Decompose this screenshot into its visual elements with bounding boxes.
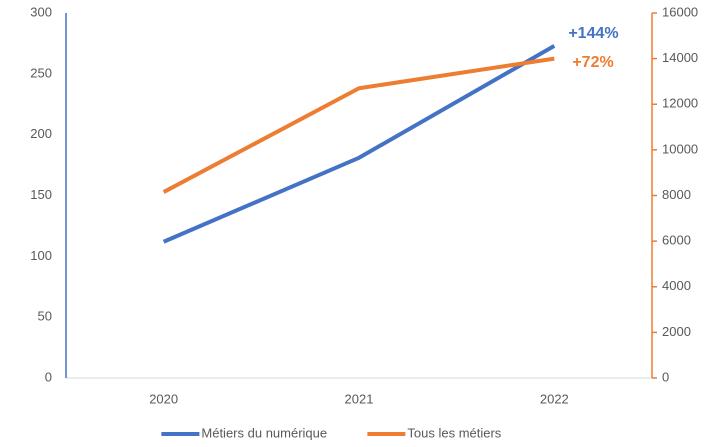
y-tick-label: 300 [30,4,52,19]
x-tick-label: 2022 [540,391,569,406]
y2-tick-label: 4000 [662,278,691,293]
annotation: +72% [572,54,613,71]
series-line [162,44,556,244]
y-tick-label: 200 [30,126,52,141]
y-tick-label: 250 [30,65,52,80]
y2-tick-label: 6000 [662,233,691,248]
y-tick-label: 150 [30,187,52,202]
y2-tick-label: 10000 [662,141,698,156]
series-line [162,56,555,194]
y2-tick-label: 0 [662,369,669,384]
y2-tick-label: 8000 [662,187,691,202]
y2-tick-label: 16000 [662,4,698,19]
x-tick-label: 2021 [345,391,374,406]
y-tick-label: 0 [45,369,52,384]
x-tick-label: 2020 [149,391,178,406]
legend-label: Tous les métiers [407,425,501,440]
legend-label: Métiers du numérique [201,425,327,440]
y2-tick-label: 12000 [662,96,698,111]
annotation: +144% [568,25,618,42]
y-tick-label: 50 [38,309,52,324]
y-tick-label: 100 [30,248,52,263]
y2-tick-label: 14000 [662,50,698,65]
y2-tick-label: 2000 [662,324,691,339]
